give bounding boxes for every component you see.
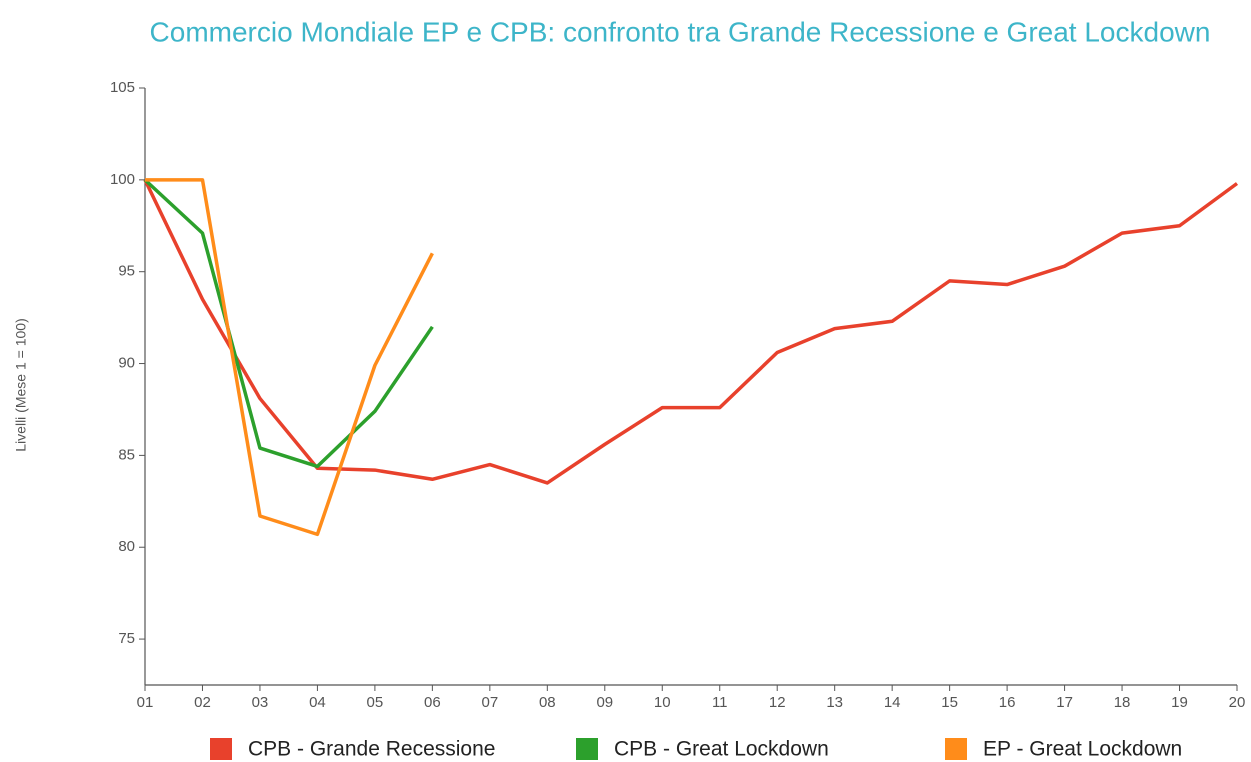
line: [143, 178, 434, 469]
y-tick-label: 80: [118, 538, 135, 555]
y-tick-label: 75: [118, 630, 135, 647]
legend-label: EP - Great Lockdown: [983, 738, 1182, 761]
legend-swatch: [576, 738, 598, 760]
legend-swatch: [945, 738, 967, 760]
x-tick-label: 11: [712, 694, 728, 711]
y-tick-label: 100: [110, 171, 135, 188]
x-tick-label: 04: [309, 694, 326, 711]
x-tick-label: 10: [654, 694, 671, 711]
x-tick-label: 15: [941, 694, 958, 711]
x-tick-label: 09: [596, 694, 613, 711]
x-tick-label: 05: [367, 694, 384, 711]
x-tick-label: 08: [539, 694, 556, 711]
x-tick-label: 20: [1229, 694, 1246, 711]
y-tick-label: 85: [118, 446, 135, 463]
x-tick-label: 14: [884, 694, 901, 711]
y-tick-label: 90: [118, 355, 135, 372]
x-tick-label: 01: [137, 694, 154, 711]
y-tick-label: 95: [118, 263, 135, 280]
x-tick-label: 17: [1056, 694, 1073, 711]
chart-title: Commercio Mondiale EP e CPB: confronto t…: [150, 16, 1211, 47]
legend-label: CPB - Grande Recessione: [248, 738, 495, 761]
x-tick-label: 03: [252, 694, 269, 711]
x-tick-label: 18: [1114, 694, 1131, 711]
line: [143, 179, 1239, 485]
x-tick-label: 06: [424, 694, 441, 711]
x-tick-label: 19: [1171, 694, 1188, 711]
x-tick-label: 02: [194, 694, 211, 711]
legend-label: CPB - Great Lockdown: [614, 738, 829, 761]
x-tick-label: 12: [769, 694, 786, 711]
x-tick-label: 07: [481, 694, 498, 711]
x-tick-label: 13: [826, 694, 843, 711]
y-tick-label: 105: [110, 79, 135, 96]
legend-swatch: [210, 738, 232, 760]
x-tick-label: 16: [999, 694, 1016, 711]
y-axis-label: Livelli (Mese 1 = 100): [13, 318, 29, 451]
line: [145, 178, 434, 537]
